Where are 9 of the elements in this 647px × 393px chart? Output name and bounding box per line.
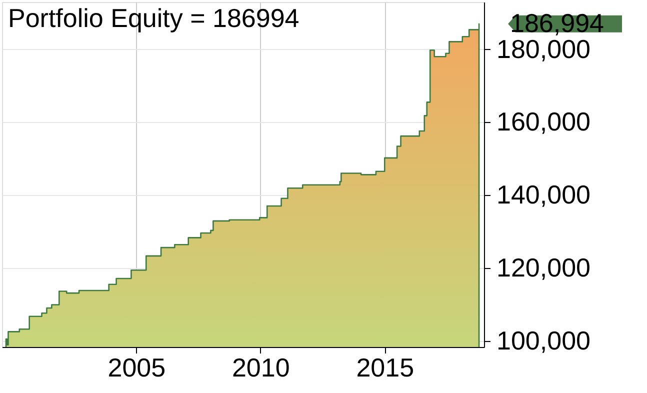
y-tick-label: 160,000 xyxy=(496,106,590,137)
y-tick-label: 100,000 xyxy=(496,325,590,356)
chart-title: Portfolio Equity = 186994 xyxy=(8,3,300,33)
x-tick-label: 2010 xyxy=(232,352,290,382)
text: 186,994 xyxy=(510,8,604,38)
y-tick-label: 120,000 xyxy=(496,252,590,282)
x-tick-label: 2015 xyxy=(356,352,414,382)
y-tick-label: 140,000 xyxy=(496,180,590,210)
x-tick-label: 2005 xyxy=(108,352,166,382)
